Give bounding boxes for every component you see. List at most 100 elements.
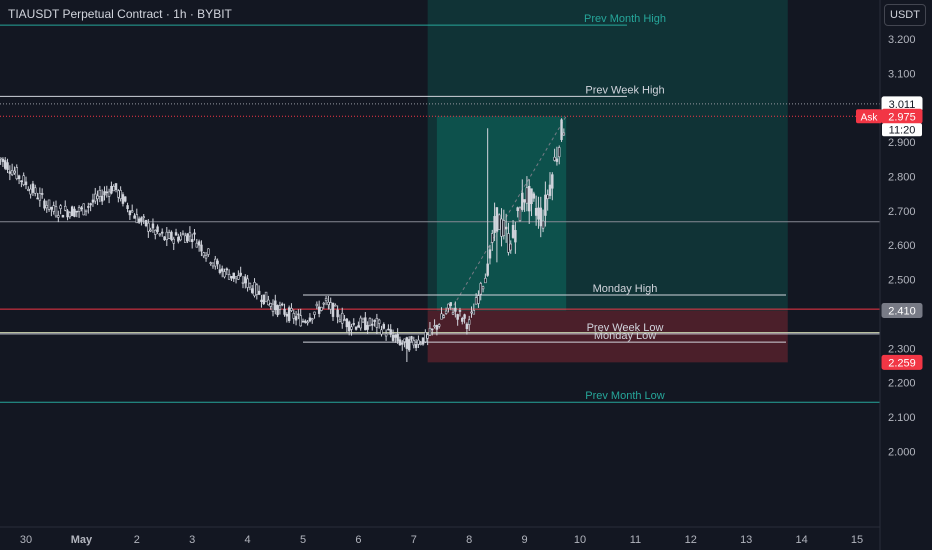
candle-body [137, 218, 141, 223]
candle-body [534, 207, 538, 216]
candle-body [322, 302, 325, 305]
price-label-text: 2.975 [888, 111, 916, 123]
candle-body [112, 186, 115, 192]
candle-body [96, 195, 99, 200]
candle-body [20, 180, 23, 183]
candle-body [311, 318, 314, 321]
candle-body [147, 222, 150, 232]
candle-body [461, 318, 464, 322]
candle-body [6, 162, 9, 170]
candle-body [417, 339, 420, 345]
candle-body [202, 252, 205, 257]
candle-body [31, 183, 35, 193]
candle-body [59, 205, 62, 209]
ask-tag-text: Ask [861, 112, 879, 123]
candle-body [493, 216, 496, 233]
candle-body [301, 320, 305, 323]
candle-body [474, 297, 478, 305]
level-label: Monday Low [594, 330, 656, 342]
x-tick-label: 2 [134, 534, 140, 546]
candle-body [260, 299, 263, 302]
candle-body [495, 207, 499, 232]
candle-body [382, 324, 386, 329]
candle-body [271, 303, 275, 312]
candle-body [391, 335, 395, 341]
x-tick-label: 3 [189, 534, 195, 546]
candle-body [17, 175, 21, 180]
candle-body [507, 233, 510, 253]
candle-body [532, 193, 536, 199]
candle-body [336, 309, 339, 318]
candle-body [133, 215, 136, 219]
price-label-box [881, 354, 923, 370]
candle-body [555, 158, 559, 162]
candle-body [209, 262, 212, 264]
candle-body [428, 327, 432, 336]
x-tick-label: 15 [851, 534, 863, 546]
candle-body [190, 239, 194, 242]
candle-body [481, 286, 485, 290]
candle-body [15, 167, 18, 179]
candle-body [516, 207, 519, 211]
candle-body [40, 193, 44, 195]
candle-body [511, 225, 515, 238]
candle-body [80, 207, 83, 210]
candle-body [488, 249, 492, 259]
candle-body [151, 223, 155, 229]
candle-body [546, 194, 549, 199]
candle-body [444, 310, 448, 314]
long-position-tool[interactable] [427, 0, 788, 363]
candle-body [504, 226, 508, 230]
candle-body [472, 310, 476, 315]
candle-body [396, 333, 399, 342]
candle-body [387, 328, 390, 331]
candle-body [197, 241, 201, 246]
candle-body [204, 255, 208, 259]
candle-body [36, 197, 39, 200]
x-tick-label: 9 [522, 534, 528, 546]
candle-body [114, 183, 118, 190]
candle-body [518, 207, 522, 222]
candle-body [227, 274, 231, 280]
candle-body [440, 313, 443, 320]
candle-body [341, 312, 344, 324]
candle-body [384, 333, 388, 337]
candle-body [57, 215, 60, 218]
candle-body [61, 215, 65, 218]
candle-body [442, 315, 446, 318]
x-tick-label: 12 [685, 534, 697, 546]
candle-body [154, 229, 157, 235]
x-tick-label: May [71, 534, 93, 546]
candle-body [398, 339, 402, 346]
candle-body [308, 317, 312, 322]
candle-body [502, 220, 506, 237]
candle-body [264, 291, 268, 303]
candle-body [64, 205, 67, 211]
currency-button[interactable]: USDT [884, 4, 926, 26]
candle-body [193, 232, 196, 235]
candle-body [82, 203, 85, 216]
candle-body [267, 299, 270, 306]
candle-body [313, 311, 316, 315]
candle-body [470, 311, 473, 314]
candle-body [486, 263, 489, 276]
candle-body [366, 325, 369, 330]
candle-body [87, 206, 90, 208]
candle-body [315, 303, 319, 307]
candle-body [94, 193, 97, 202]
candle-body [130, 210, 134, 213]
candle-body [89, 203, 92, 206]
candle-body [237, 275, 240, 280]
candle-body [121, 194, 125, 204]
x-tick-label: 4 [245, 534, 251, 546]
candle-body [188, 232, 192, 237]
candle-body [394, 334, 397, 338]
candle-body [497, 214, 501, 230]
candle-body [1, 158, 5, 162]
candle-body [449, 302, 452, 306]
candle-body [126, 205, 129, 210]
candle-body [437, 324, 441, 327]
